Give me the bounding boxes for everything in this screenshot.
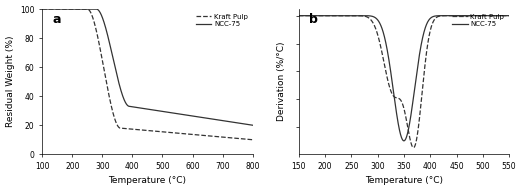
Legend: Kraft Pulp, NCC-75: Kraft Pulp, NCC-75 — [451, 13, 506, 29]
Line: NCC-75: NCC-75 — [299, 16, 509, 141]
NCC-75 — [295, 15, 302, 17]
NCC-75 — [141, 108, 148, 110]
NCC-75 — [500, 15, 506, 17]
Line: Kraft Pulp: Kraft Pulp — [299, 16, 509, 148]
X-axis label: Temperature (°C): Temperature (°C) — [109, 176, 186, 185]
NCC-75 — [506, 15, 512, 17]
NCC-75 — [401, 140, 407, 142]
Kraft Pulp — [243, 138, 250, 140]
Kraft Pulp — [461, 15, 468, 17]
NCC-75 — [461, 15, 468, 17]
Kraft Pulp — [205, 135, 211, 137]
NCC-75 — [398, 135, 404, 137]
NCC-75 — [243, 123, 250, 125]
Y-axis label: Residual Weight (%): Residual Weight (%) — [6, 36, 15, 127]
NCC-75 — [306, 15, 313, 17]
Kraft Pulp — [39, 8, 45, 10]
NCC-75 — [250, 124, 256, 126]
NCC-75 — [39, 8, 45, 10]
Kraft Pulp — [250, 139, 256, 141]
Kraft Pulp — [398, 100, 404, 102]
NCC-75 — [136, 107, 142, 109]
NCC-75 — [205, 117, 211, 120]
Kraft Pulp — [306, 15, 313, 17]
Kraft Pulp — [506, 15, 512, 17]
Kraft Pulp — [136, 129, 142, 131]
NCC-75 — [50, 8, 56, 10]
Legend: Kraft Pulp, NCC-75: Kraft Pulp, NCC-75 — [195, 13, 249, 29]
Kraft Pulp — [500, 15, 506, 17]
Kraft Pulp — [295, 15, 302, 17]
Kraft Pulp — [500, 15, 506, 17]
Kraft Pulp — [50, 8, 56, 10]
NCC-75 — [243, 123, 250, 125]
Line: NCC-75: NCC-75 — [42, 9, 253, 125]
X-axis label: Temperature (°C): Temperature (°C) — [365, 176, 443, 185]
Text: b: b — [309, 13, 318, 26]
Kraft Pulp — [141, 129, 148, 131]
Line: Kraft Pulp: Kraft Pulp — [42, 9, 253, 140]
Y-axis label: Derivation (%/°C): Derivation (%/°C) — [277, 42, 286, 121]
NCC-75 — [393, 105, 399, 107]
Kraft Pulp — [410, 146, 417, 149]
Kraft Pulp — [243, 138, 250, 140]
NCC-75 — [500, 15, 506, 17]
Text: a: a — [53, 13, 61, 26]
Kraft Pulp — [393, 96, 399, 99]
